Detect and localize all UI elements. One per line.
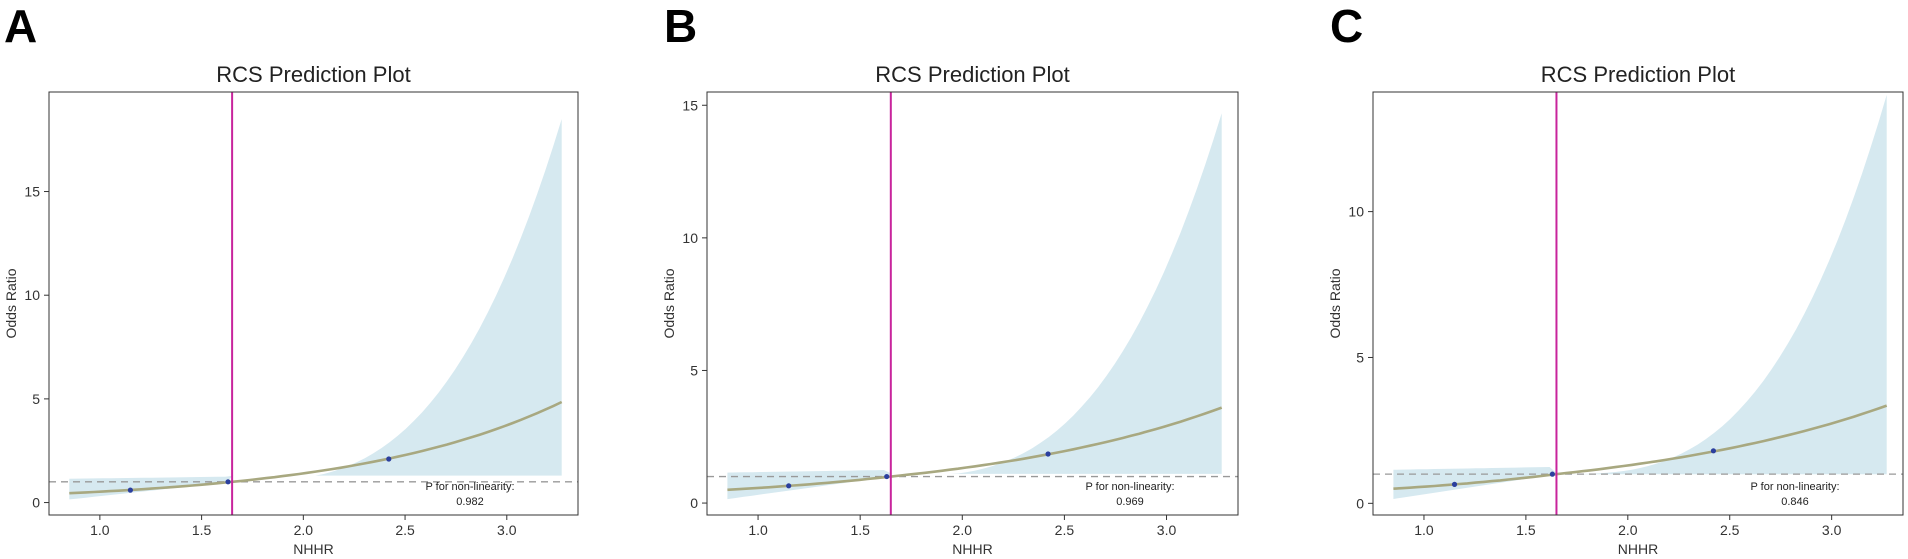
plot-frame xyxy=(48,91,579,516)
knot-point xyxy=(786,483,792,489)
knot-point xyxy=(1045,451,1051,457)
panel-letter: B xyxy=(664,0,697,52)
knot-point xyxy=(1451,481,1458,487)
y-axis-title: Odds Ratio xyxy=(1327,268,1343,338)
y-tick-label: 10 xyxy=(682,230,698,246)
x-tick-label: 1.0 xyxy=(1414,522,1434,538)
x-tick-label: 1.5 xyxy=(850,522,870,538)
p-nonlinearity-label: P for non-linearity: xyxy=(425,481,514,493)
x-tick-label: 3.0 xyxy=(1157,522,1177,538)
p-nonlinearity-value: 0.846 xyxy=(1781,496,1809,508)
x-tick-label: 3.0 xyxy=(1822,522,1842,538)
x-tick-label: 2.5 xyxy=(395,522,415,538)
y-axis-title: Odds Ratio xyxy=(3,268,19,338)
panel-c: C RCS Prediction Plot 1.0 1.5 2.0 2.5 3.0 0 5 10 N… xyxy=(1327,0,1904,557)
p-nonlinearity-value: 0.969 xyxy=(1116,496,1144,508)
x-tick-label: 2.0 xyxy=(294,522,314,538)
plot-frame xyxy=(1372,91,1904,516)
p-nonlinearity-label: P for non-linearity: xyxy=(1085,481,1174,493)
x-tick-label: 2.5 xyxy=(1720,522,1740,538)
y-axis-title: Odds Ratio xyxy=(661,268,677,338)
x-tick-label: 1.0 xyxy=(90,522,110,538)
x-tick-label: 2.5 xyxy=(1055,522,1075,538)
y-tick-label: 0 xyxy=(690,495,698,511)
p-nonlinearity-label: P for non-linearity: xyxy=(1750,481,1839,493)
y-tick-label: 0 xyxy=(1356,495,1364,511)
confidence-band xyxy=(1393,94,1887,500)
y-tick-label: 5 xyxy=(1356,349,1364,365)
panel-letter: A xyxy=(4,0,37,52)
plot-title: RCS Prediction Plot xyxy=(1541,62,1735,87)
or-curve xyxy=(1393,404,1888,490)
knot-point xyxy=(884,473,890,480)
y-tick-label: 15 xyxy=(24,184,40,200)
confidence-band xyxy=(727,113,1222,500)
x-tick-label: 1.5 xyxy=(1516,522,1536,538)
knot-point xyxy=(1710,448,1717,454)
y-tick-label: 10 xyxy=(24,287,40,303)
plot-frame xyxy=(706,91,1239,516)
y-tick-label: 5 xyxy=(690,362,698,378)
y-tick-label: 15 xyxy=(682,97,698,113)
or-curve xyxy=(69,400,563,495)
x-tick-label: 1.0 xyxy=(748,522,768,538)
confidence-band xyxy=(69,119,562,500)
y-tick-label: 0 xyxy=(32,495,40,511)
y-tick-label: 5 xyxy=(32,391,40,407)
knot-point xyxy=(127,487,133,493)
plot-title: RCS Prediction Plot xyxy=(875,62,1069,87)
x-tick-label: 2.0 xyxy=(1618,522,1638,538)
panel-b: B RCS Prediction Plot 1.0 1.5 2.0 2.5 3.0 0 5 10 1… xyxy=(661,0,1239,557)
x-tick-label: 3.0 xyxy=(497,522,517,538)
x-tick-label: 2.0 xyxy=(953,522,973,538)
plot-title: RCS Prediction Plot xyxy=(216,62,410,87)
panel-letter: C xyxy=(1330,0,1363,52)
x-axis-title: NHHR xyxy=(1618,541,1658,557)
x-tick-label: 1.5 xyxy=(192,522,212,538)
panel-a: A RCS Prediction Plot 1.0 1.5 2.0 2.5 3.0 0 5 10 1… xyxy=(3,0,579,557)
knot-point xyxy=(386,456,392,462)
p-nonlinearity-value: 0.982 xyxy=(456,496,484,508)
or-curve xyxy=(727,406,1223,492)
y-tick-label: 10 xyxy=(1348,204,1364,220)
knot-point xyxy=(1549,471,1555,477)
x-axis-title: NHHR xyxy=(952,541,992,557)
x-axis-title: NHHR xyxy=(293,541,333,557)
knot-point xyxy=(225,479,231,485)
